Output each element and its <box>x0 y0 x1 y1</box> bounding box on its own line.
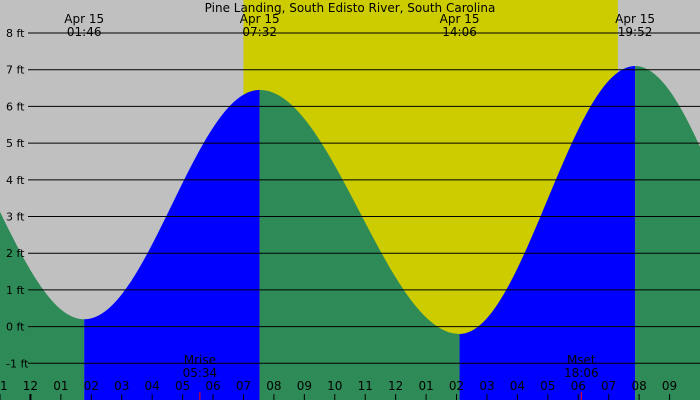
x-tick-label: 03 <box>479 379 494 393</box>
moon-event-label: Mrise <box>184 353 216 367</box>
x-tick-label: 04 <box>510 379 525 393</box>
x-axis-ticks: 11 12 01 02 03 04 05 06 07 08 09 10 11 12 01 02 03 04 05 06… <box>0 379 677 400</box>
tide-areas <box>0 66 700 400</box>
x-tick-label: 01 <box>53 379 68 393</box>
x-tick-label: 07 <box>236 379 251 393</box>
x-tick-label: 08 <box>631 379 646 393</box>
x-tick-label: 11 <box>358 379 373 393</box>
x-tick-label: 09 <box>297 379 312 393</box>
x-tick-label: 01 <box>418 379 433 393</box>
x-tick-label: 09 <box>662 379 677 393</box>
moon-event-time: 18:06 <box>564 366 599 380</box>
y-tick-label: 1 ft <box>6 284 25 297</box>
x-tick-label: 03 <box>114 379 129 393</box>
y-tick-label: 2 ft <box>6 247 25 260</box>
extreme-time-label: 07:32 <box>242 25 277 39</box>
extreme-time-label: 01:46 <box>67 25 102 39</box>
chart-title: Pine Landing, South Edisto River, South … <box>205 1 496 15</box>
y-tick-label: 8 ft <box>6 27 25 40</box>
x-tick-label: 02 <box>449 379 464 393</box>
rising-tide-area <box>459 66 636 400</box>
moon-event-label: Mset <box>567 353 596 367</box>
x-tick-label: 10 <box>327 379 342 393</box>
x-tick-label: 05 <box>540 379 555 393</box>
x-tick-label: 04 <box>145 379 160 393</box>
x-tick-label: 02 <box>84 379 99 393</box>
extreme-date-label: Apr 15 <box>615 12 655 26</box>
x-tick-label: 07 <box>601 379 616 393</box>
falling-tide-area <box>259 89 460 400</box>
extreme-date-label: Apr 15 <box>240 12 280 26</box>
x-tick-label: 05 <box>175 379 190 393</box>
x-tick-label: 08 <box>266 379 281 393</box>
extreme-date-label: Apr 15 <box>64 12 104 26</box>
y-tick-label: 7 ft <box>6 64 25 77</box>
x-tick-label: 11 <box>0 379 8 393</box>
x-tick-label: 06 <box>205 379 220 393</box>
falling-tide-area <box>635 66 700 400</box>
x-tick-label: 12 <box>23 379 38 393</box>
x-tick-label: 12 <box>388 379 403 393</box>
x-tick-label: 06 <box>571 379 586 393</box>
extreme-time-label: 14:06 <box>442 25 477 39</box>
rising-tide-area <box>84 89 260 400</box>
y-axis-labels: -1 ft 0 ft 1 ft 2 ft 3 ft 4 ft 5 ft 6 ft 7 ft 8 f… <box>6 27 29 370</box>
falling-tide-area <box>0 211 85 400</box>
extreme-time-label: 19:52 <box>618 25 653 39</box>
y-tick-label: 3 ft <box>6 211 25 224</box>
extreme-date-label: Apr 15 <box>440 12 480 26</box>
grid-lines <box>28 32 700 364</box>
y-tick-label: -1 ft <box>6 357 29 370</box>
y-tick-label: 6 ft <box>6 100 25 113</box>
y-tick-label: 5 ft <box>6 137 25 150</box>
y-tick-label: 0 ft <box>6 321 25 334</box>
y-tick-label: 4 ft <box>6 174 25 187</box>
moon-event-time: 05:34 <box>183 366 218 380</box>
